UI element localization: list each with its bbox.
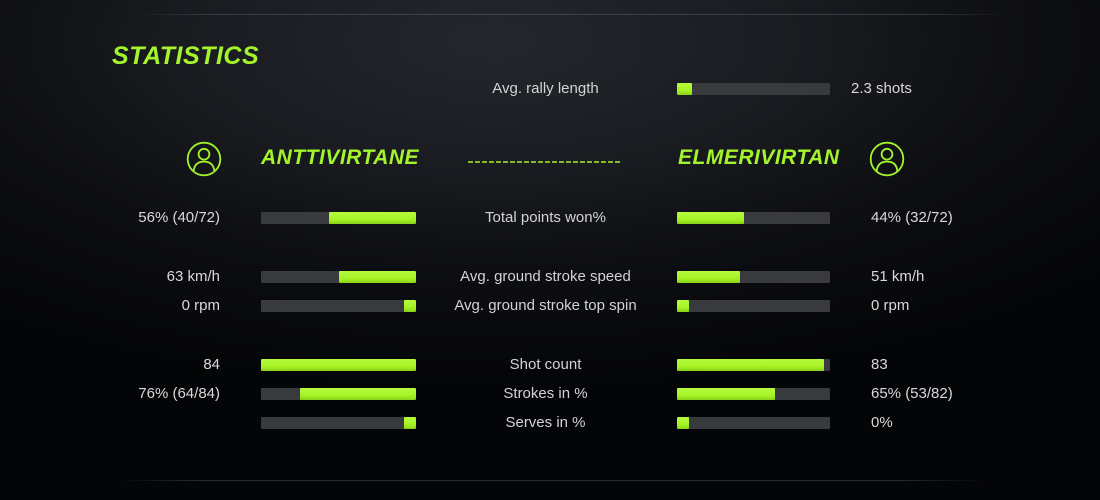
right-player-bar [677,271,830,283]
right-player-bar [677,212,830,224]
rally-length-value: 2.3 shots [851,80,912,97]
right-player-value: 83 [871,356,888,373]
left-player-value: 56% (40/72) [138,209,220,226]
right-player-bar [677,417,830,429]
stat-label: Strokes in % [503,385,588,402]
right-player-bar-fill [677,359,824,371]
left-player-value: 0 rpm [181,297,220,314]
right-player-bar-fill [677,300,690,312]
right-player-bar-fill [677,212,745,224]
right-player-value: 51 km/h [871,268,925,285]
right-player-value: 0 rpm [871,297,910,314]
left-player-bar-fill [329,212,416,224]
rally-length-row: Avg. rally length 2.3 shots [0,78,1100,100]
stat-label: Shot count [509,356,582,373]
rally-length-bar [677,83,830,95]
right-player-bar-fill [677,388,775,400]
stat-label: Avg. ground stroke speed [460,268,631,285]
left-player-bar-fill [261,359,416,371]
right-player-bar [677,359,830,371]
bottom-divider [115,480,985,481]
left-player-bar [261,417,416,429]
left-player-value: 84 [203,356,220,373]
stat-row-total-points: 56% (40/72) Total points won% 44% (32/72… [0,207,1100,229]
left-player-bar [261,359,416,371]
stat-row-serves-in: Serves in % 0% [0,412,1100,434]
center-dashed-divider [468,161,622,163]
stat-label: Serves in % [505,414,586,431]
left-player-bar [261,212,416,224]
stat-label: Avg. ground stroke top spin [454,297,637,314]
left-player-value: 76% (64/84) [138,385,220,402]
right-player-bar-fill [677,271,740,283]
right-player-value: 44% (32/72) [871,209,953,226]
top-divider [130,14,1010,15]
left-player-bar-fill [403,417,416,429]
right-player-bar [677,388,830,400]
stat-label: Total points won% [485,209,606,226]
left-player-bar [261,388,416,400]
left-player-value: 63 km/h [166,268,220,285]
stat-row-stroke-speed: 63 km/h Avg. ground stroke speed 51 km/h [0,266,1100,288]
page-title: STATISTICS [112,42,260,70]
players-row: ANTTIVIRTANE ELMERIVIRTAN [0,141,1100,177]
right-player-avatar-icon[interactable] [869,141,905,177]
stat-row-strokes-in: 76% (64/84) Strokes in % 65% (53/82) [0,383,1100,405]
left-player-bar-fill [338,271,416,283]
left-player-bar [261,271,416,283]
left-player-bar [261,300,416,312]
right-player-bar-fill [677,417,690,429]
left-player-name: ANTTIVIRTANE [261,146,420,169]
stat-row-shot-count: 84 Shot count 83 [0,354,1100,376]
left-player-avatar-icon[interactable] [186,141,222,177]
left-player-bar-fill [299,388,416,400]
right-player-bar [677,300,830,312]
rally-length-bar-fill [677,83,693,95]
right-player-name: ELMERIVIRTAN [678,146,840,169]
right-player-value: 65% (53/82) [871,385,953,402]
right-player-value: 0% [871,414,893,431]
stat-row-top-spin: 0 rpm Avg. ground stroke top spin 0 rpm [0,295,1100,317]
left-player-bar-fill [403,300,416,312]
rally-length-label: Avg. rally length [492,80,599,97]
